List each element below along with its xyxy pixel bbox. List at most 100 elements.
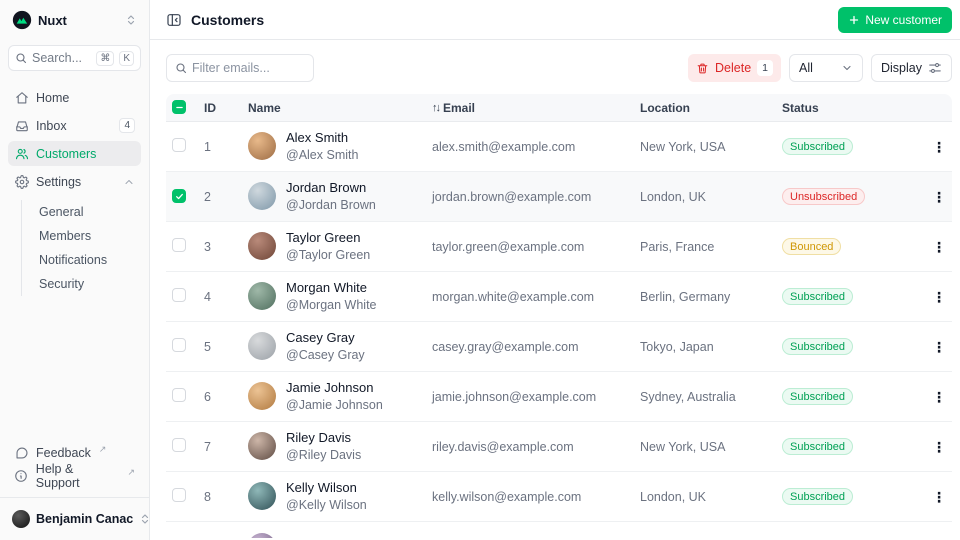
sidebar-item-security[interactable]: Security (39, 277, 85, 291)
sidebar-nav: Home Inbox 4 Customers Settings General Member… (8, 85, 141, 299)
sidebar-sub-list: General Members Notifications Security (21, 200, 141, 296)
avatar (248, 282, 276, 311)
row-checkbox[interactable] (172, 189, 186, 204)
avatar (12, 510, 30, 528)
user-menu[interactable]: Benjamin Canac (8, 508, 149, 532)
sidebar-item-label: Help & Support (35, 461, 80, 490)
avatar (248, 482, 276, 511)
cell-name: Alex Smith @Alex Smith (244, 130, 428, 163)
sidebar-item-home[interactable]: Home (8, 85, 141, 110)
table-row-partial (166, 522, 952, 538)
row-actions-menu[interactable]: ⋮ (928, 188, 950, 206)
row-checkbox[interactable] (172, 238, 186, 252)
row-checkbox[interactable] (172, 438, 186, 452)
cell-email: casey.gray@example.com (432, 339, 579, 354)
cell-id: 8 (204, 489, 211, 504)
row-actions-menu[interactable]: ⋮ (928, 388, 950, 406)
customer-handle: @Riley Davis (286, 447, 362, 462)
customer-name: Jordan Brown (286, 179, 367, 195)
customer-name: Jamie Johnson (286, 379, 374, 395)
customer-name: Morgan White (286, 279, 367, 295)
column-sort-email[interactable]: ↑↓ Email (432, 101, 636, 115)
table-toolbar: Delete 1 All Display (166, 54, 952, 82)
customer-handle: @Casey Gray (286, 347, 365, 362)
table-row: 1 Alex Smith @Alex Smith alex.smith@examp… (166, 122, 952, 172)
sidebar-item-members[interactable]: Members (39, 229, 92, 243)
home-icon (14, 91, 29, 105)
cell-location: New York, USA (640, 139, 726, 154)
table-row: 3 Taylor Green @Taylor Green taylor.green… (166, 222, 952, 272)
status-badge: Subscribed (782, 138, 854, 155)
row-checkbox[interactable] (172, 288, 186, 302)
sidebar-item-feedback[interactable]: Feedback ↗ (8, 441, 141, 464)
row-checkbox[interactable] (172, 338, 186, 352)
sidebar-footer: Feedback ↗ Help & Support ↗ Benjamin Canac (0, 441, 149, 532)
row-actions-menu[interactable]: ⋮ (928, 288, 950, 306)
row-actions-menu[interactable]: ⋮ (928, 138, 950, 156)
customer-handle: @Taylor Green (286, 247, 371, 262)
customer-handle: @Alex Smith (286, 147, 359, 162)
row-checkbox[interactable] (172, 138, 186, 152)
filter-emails-field[interactable] (166, 54, 314, 82)
search-placeholder: Search... (32, 51, 83, 65)
search-input[interactable]: Search... ⌘ K (8, 45, 141, 71)
table-row: 6 Jamie Johnson @Jamie Johnson jamie.john… (166, 372, 952, 422)
status-filter-select[interactable]: All (789, 54, 863, 82)
cell-name: Jamie Johnson @Jamie Johnson (244, 380, 428, 413)
avatar (248, 382, 276, 411)
cell-id: 4 (204, 289, 211, 304)
new-customer-button[interactable]: New customer (838, 6, 952, 33)
display-button[interactable]: Display (871, 54, 952, 82)
cell-name: Morgan White @Morgan White (244, 280, 428, 313)
cell-id: 7 (204, 439, 211, 454)
cell-id: 1 (204, 139, 211, 154)
chat-bubble-icon (14, 446, 29, 460)
sidebar-item-label: Inbox (36, 118, 67, 133)
cell-id: 3 (204, 239, 211, 254)
select-all-checkbox[interactable] (172, 100, 186, 115)
table-row: 4 Morgan White @Morgan White morgan.white… (166, 272, 952, 322)
page-title: Customers (191, 11, 265, 28)
status-badge: Subscribed (782, 388, 854, 405)
search-icon (176, 63, 187, 74)
delete-button[interactable]: Delete 1 (688, 54, 781, 82)
customer-handle: @Jordan Brown (286, 197, 376, 212)
delete-count-badge: 1 (757, 60, 773, 76)
inbox-count-badge: 4 (119, 118, 135, 133)
cell-location: London, UK (640, 189, 707, 204)
sidebar-item-inbox[interactable]: Inbox 4 (8, 113, 141, 138)
divider (0, 497, 149, 498)
filter-emails-input[interactable] (192, 61, 305, 75)
sidebar-item-notifications[interactable]: Notifications (39, 253, 108, 267)
search-icon (16, 53, 27, 64)
customer-handle: @Kelly Wilson (286, 497, 367, 512)
customer-handle: @Jamie Johnson (286, 397, 383, 412)
column-header-name: Name (248, 100, 281, 115)
workspace-switcher[interactable]: Nuxt (8, 10, 141, 30)
sidebar-item-settings[interactable]: Settings (8, 169, 141, 194)
row-actions-menu[interactable]: ⋮ (928, 338, 950, 356)
status-badge: Unsubscribed (782, 188, 866, 205)
row-actions-menu[interactable]: ⋮ (928, 488, 950, 506)
row-checkbox[interactable] (172, 388, 186, 402)
chevron-up-icon (123, 176, 135, 188)
cell-email: alex.smith@example.com (432, 139, 576, 154)
trash-icon (697, 63, 708, 73)
sidebar-item-customers[interactable]: Customers (8, 141, 141, 166)
sidebar-item-general[interactable]: General (39, 205, 84, 219)
chevron-down-icon (841, 62, 853, 74)
column-header-status: Status (782, 100, 819, 115)
cell-name: Taylor Green @Taylor Green (244, 230, 428, 263)
cell-id: 2 (204, 189, 211, 204)
sidebar-item-help-support[interactable]: Help & Support ↗ (8, 461, 141, 490)
row-checkbox[interactable] (172, 488, 186, 502)
row-actions-menu[interactable]: ⋮ (928, 438, 950, 456)
sort-arrows-icon: ↑↓ (432, 101, 441, 114)
cell-location: Sydney, Australia (640, 389, 736, 404)
customers-table: ID Name ↑↓ Email Location Status 1 Alex Smith… (166, 94, 952, 540)
row-actions-menu[interactable]: ⋮ (928, 238, 950, 256)
status-badge: Bounced (782, 238, 842, 255)
collapse-sidebar-icon[interactable] (166, 12, 182, 28)
cell-email: taylor.green@example.com (432, 239, 585, 254)
